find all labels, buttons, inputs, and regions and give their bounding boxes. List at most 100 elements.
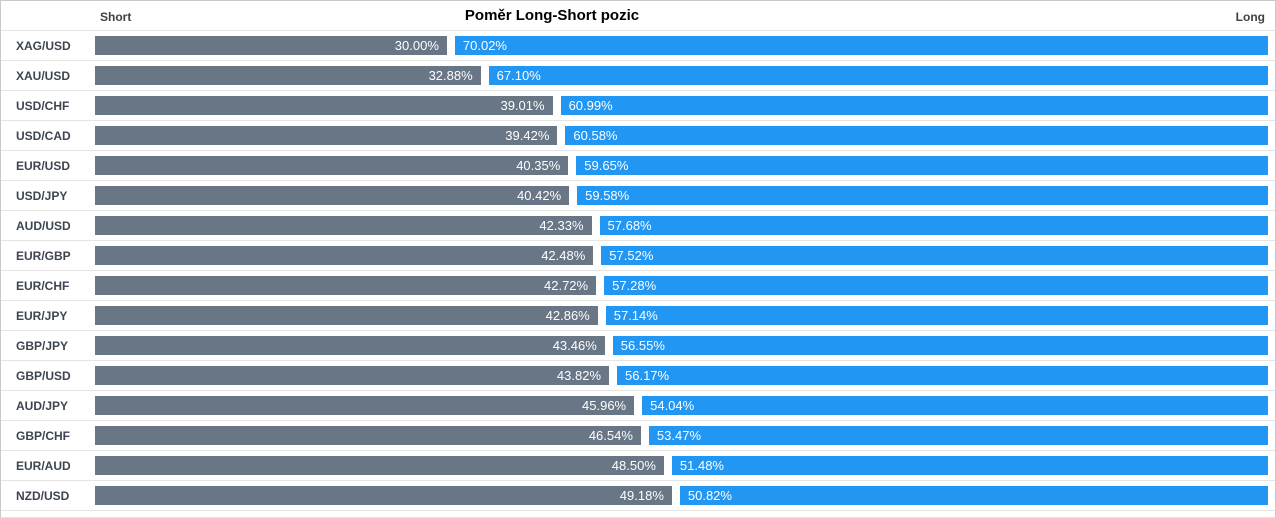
short-percent-label: 30.00% [394, 38, 439, 53]
short-percent-label: 43.46% [552, 338, 597, 353]
currency-pair-label: GBP/JPY [16, 338, 69, 353]
short-percent-label: 45.96% [582, 398, 627, 413]
bar-track: 42.33% 57.68% [95, 216, 1268, 235]
long-bar: 51.48% [671, 456, 1268, 475]
currency-pair-label: EUR/AUD [16, 458, 71, 473]
currency-pair-label: XAU/USD [16, 68, 71, 83]
long-percent-label: 60.58% [573, 128, 618, 143]
chart-row: GBP/CHF 46.54% 53.47% [1, 421, 1275, 451]
short-percent-label: 39.01% [500, 98, 545, 113]
currency-pair-label: EUR/CHF [16, 278, 70, 293]
long-bar: 53.47% [648, 426, 1268, 445]
chart-row: GBP/JPY 43.46% 56.55% [1, 331, 1275, 361]
short-bar: 42.33% [95, 216, 592, 235]
currency-pair-label: EUR/USD [16, 158, 71, 173]
bar-track: 40.35% 59.65% [95, 156, 1268, 175]
long-percent-label: 57.28% [612, 278, 657, 293]
chart-row: GBP/USD 43.82% 56.17% [1, 361, 1275, 391]
chart-row: AUD/JPY 45.96% 54.04% [1, 391, 1275, 421]
long-bar: 57.52% [601, 246, 1268, 265]
chart-row: USD/JPY 40.42% 59.58% [1, 181, 1275, 211]
long-bar: 60.58% [565, 126, 1268, 145]
long-percent-label: 53.47% [656, 428, 701, 443]
currency-pair-label: NZD/USD [16, 488, 70, 503]
short-bar: 32.88% [95, 66, 481, 85]
bar-track: 42.86% 57.14% [95, 306, 1268, 325]
bar-track: 43.46% 56.55% [95, 336, 1268, 355]
bar-track: 43.82% 56.17% [95, 366, 1268, 385]
long-percent-label: 56.55% [620, 338, 665, 353]
short-percent-label: 32.88% [428, 68, 473, 83]
short-axis-label: Short [100, 10, 132, 24]
short-percent-label: 49.18% [619, 488, 664, 503]
long-percent-label: 70.02% [462, 38, 507, 53]
currency-pair-label: USD/CHF [16, 98, 70, 113]
chart-row: EUR/CHF 42.72% 57.28% [1, 271, 1275, 301]
bar-track: 39.01% 60.99% [95, 96, 1268, 115]
chart-header: Short Poměr Long-Short pozic Long [1, 1, 1275, 31]
currency-pair-label: GBP/CHF [16, 428, 70, 443]
chart-row: EUR/JPY 42.86% 57.14% [1, 301, 1275, 331]
short-bar: 42.86% [95, 306, 598, 325]
long-bar: 57.14% [605, 306, 1268, 325]
long-bar: 57.28% [604, 276, 1268, 295]
long-percent-label: 59.65% [584, 158, 629, 173]
long-bar: 70.02% [454, 36, 1268, 55]
long-percent-label: 67.10% [496, 68, 541, 83]
currency-pair-label: EUR/GBP [16, 248, 71, 263]
short-percent-label: 42.72% [544, 278, 589, 293]
bar-track: 39.42% 60.58% [95, 126, 1268, 145]
long-bar: 59.58% [577, 186, 1268, 205]
chart-row: USD/CAD 39.42% 60.58% [1, 121, 1275, 151]
long-percent-label: 57.14% [613, 308, 658, 323]
long-percent-label: 57.52% [609, 248, 654, 263]
short-bar: 43.82% [95, 366, 609, 385]
long-axis-label: Long [1235, 10, 1265, 24]
chart-row: EUR/AUD 48.50% 51.48% [1, 451, 1275, 481]
long-percent-label: 54.04% [650, 398, 695, 413]
short-percent-label: 42.86% [545, 308, 590, 323]
bar-track: 40.42% 59.58% [95, 186, 1268, 205]
short-percent-label: 48.50% [611, 458, 656, 473]
currency-pair-label: USD/CAD [16, 128, 71, 143]
short-percent-label: 40.35% [516, 158, 561, 173]
bar-track: 46.54% 53.47% [95, 426, 1268, 445]
short-percent-label: 42.33% [539, 218, 584, 233]
chart-title: Poměr Long-Short pozic [464, 7, 640, 24]
chart-row: AUD/USD 42.33% 57.68% [1, 211, 1275, 241]
long-bar: 50.82% [679, 486, 1268, 505]
long-bar: 56.17% [617, 366, 1268, 385]
chart-row: XAU/USD 32.88% 67.10% [1, 61, 1275, 91]
long-percent-label: 51.48% [679, 458, 724, 473]
bar-track: 49.18% 50.82% [95, 486, 1268, 505]
long-bar: 56.55% [612, 336, 1268, 355]
currency-pair-label: XAG/USD [16, 38, 71, 53]
short-bar: 42.48% [95, 246, 594, 265]
short-percent-label: 46.54% [588, 428, 633, 443]
short-percent-label: 39.42% [505, 128, 550, 143]
long-bar: 59.65% [576, 156, 1268, 175]
short-bar: 39.42% [95, 126, 558, 145]
long-bar: 54.04% [642, 396, 1268, 415]
long-percent-label: 50.82% [687, 488, 732, 503]
long-percent-label: 56.17% [625, 368, 670, 383]
currency-pair-label: USD/JPY [16, 188, 68, 203]
chart-row: EUR/GBP 42.48% 57.52% [1, 241, 1275, 271]
chart-row: XAG/USD 30.00% 70.02% [1, 31, 1275, 61]
short-bar: 40.42% [95, 186, 570, 205]
short-bar: 30.00% [95, 36, 447, 55]
bar-track: 30.00% 70.02% [95, 36, 1268, 55]
bar-track: 42.72% 57.28% [95, 276, 1268, 295]
long-percent-label: 59.58% [585, 188, 630, 203]
short-bar: 43.46% [95, 336, 605, 355]
short-percent-label: 42.48% [541, 248, 586, 263]
bar-track: 42.48% 57.52% [95, 246, 1268, 265]
short-bar: 48.50% [95, 456, 664, 475]
long-bar: 57.68% [599, 216, 1268, 235]
long-bar: 67.10% [488, 66, 1268, 85]
short-bar: 39.01% [95, 96, 553, 115]
short-percent-label: 43.82% [556, 368, 601, 383]
currency-pair-label: AUD/USD [16, 218, 71, 233]
long-percent-label: 57.68% [607, 218, 652, 233]
